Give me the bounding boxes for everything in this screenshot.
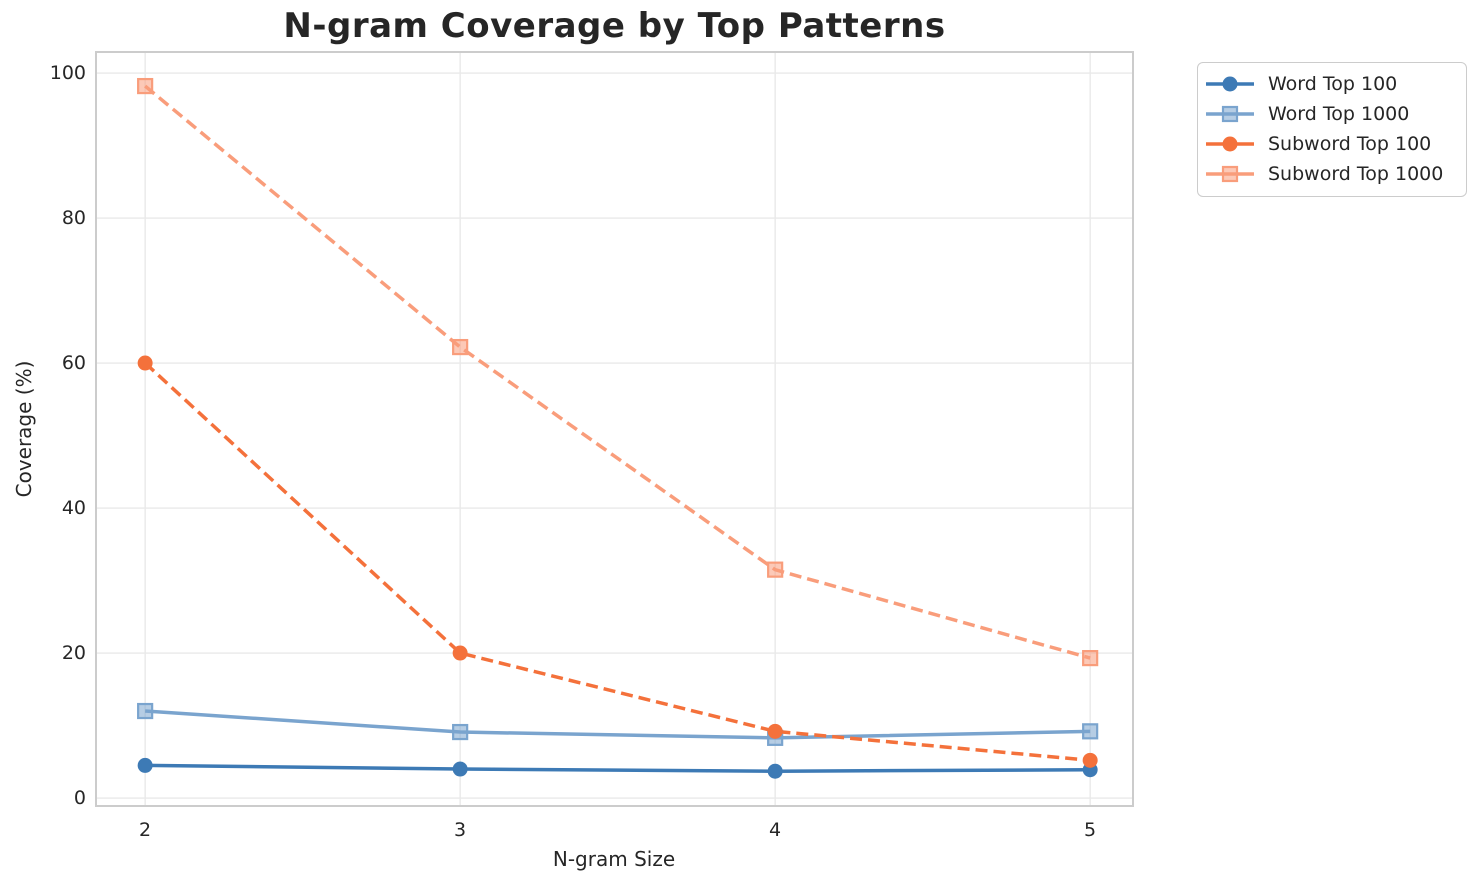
legend-label: Subword Top 100 — [1268, 133, 1432, 155]
legend: Word Top 100 Word Top 1000 Subword Top 1… — [1197, 62, 1467, 197]
y-tick-label-100: 100 — [49, 62, 86, 84]
legend-label: Subword Top 1000 — [1268, 163, 1444, 185]
chart-title: N-gram Coverage by Top Patterns — [283, 6, 946, 46]
gridlines — [96, 52, 1133, 806]
y-tick-label-80: 80 — [61, 207, 86, 229]
legend-label: Word Top 1000 — [1268, 103, 1410, 125]
legend-line-marker-icon — [1206, 165, 1254, 183]
y-tick-label-40: 40 — [61, 497, 86, 519]
legend-line-marker-icon — [1206, 76, 1254, 92]
y-tick-label-60: 60 — [61, 352, 86, 374]
x-tick-label-4: 4 — [768, 819, 782, 841]
legend-line-marker-icon — [1206, 136, 1254, 152]
axes-spines — [95, 51, 1134, 807]
x-tick-label-2: 2 — [138, 819, 152, 841]
legend-item-word-top-100: Word Top 100 — [1204, 69, 1456, 99]
legend-item-subword-top-100: Subword Top 100 — [1204, 129, 1456, 159]
x-tick-label-3: 3 — [453, 819, 467, 841]
series-subword-top-1000 — [137, 77, 1099, 667]
x-tick-label-5: 5 — [1083, 819, 1097, 841]
legend-item-word-top-1000: Word Top 1000 — [1204, 99, 1456, 129]
legend-label: Word Top 100 — [1268, 73, 1398, 95]
legend-line-marker-icon — [1206, 105, 1254, 123]
series-word-top-100 — [137, 757, 1098, 779]
y-tick-label-0: 0 — [73, 787, 86, 809]
series-word-top-1000 — [137, 702, 1099, 746]
legend-item-subword-top-1000: Subword Top 1000 — [1204, 159, 1456, 189]
y-axis-label: Coverage (%) — [12, 360, 36, 498]
x-axis-label: N-gram Size — [552, 847, 676, 871]
series-subword-top-100 — [137, 355, 1098, 768]
y-tick-label-20: 20 — [61, 642, 86, 664]
